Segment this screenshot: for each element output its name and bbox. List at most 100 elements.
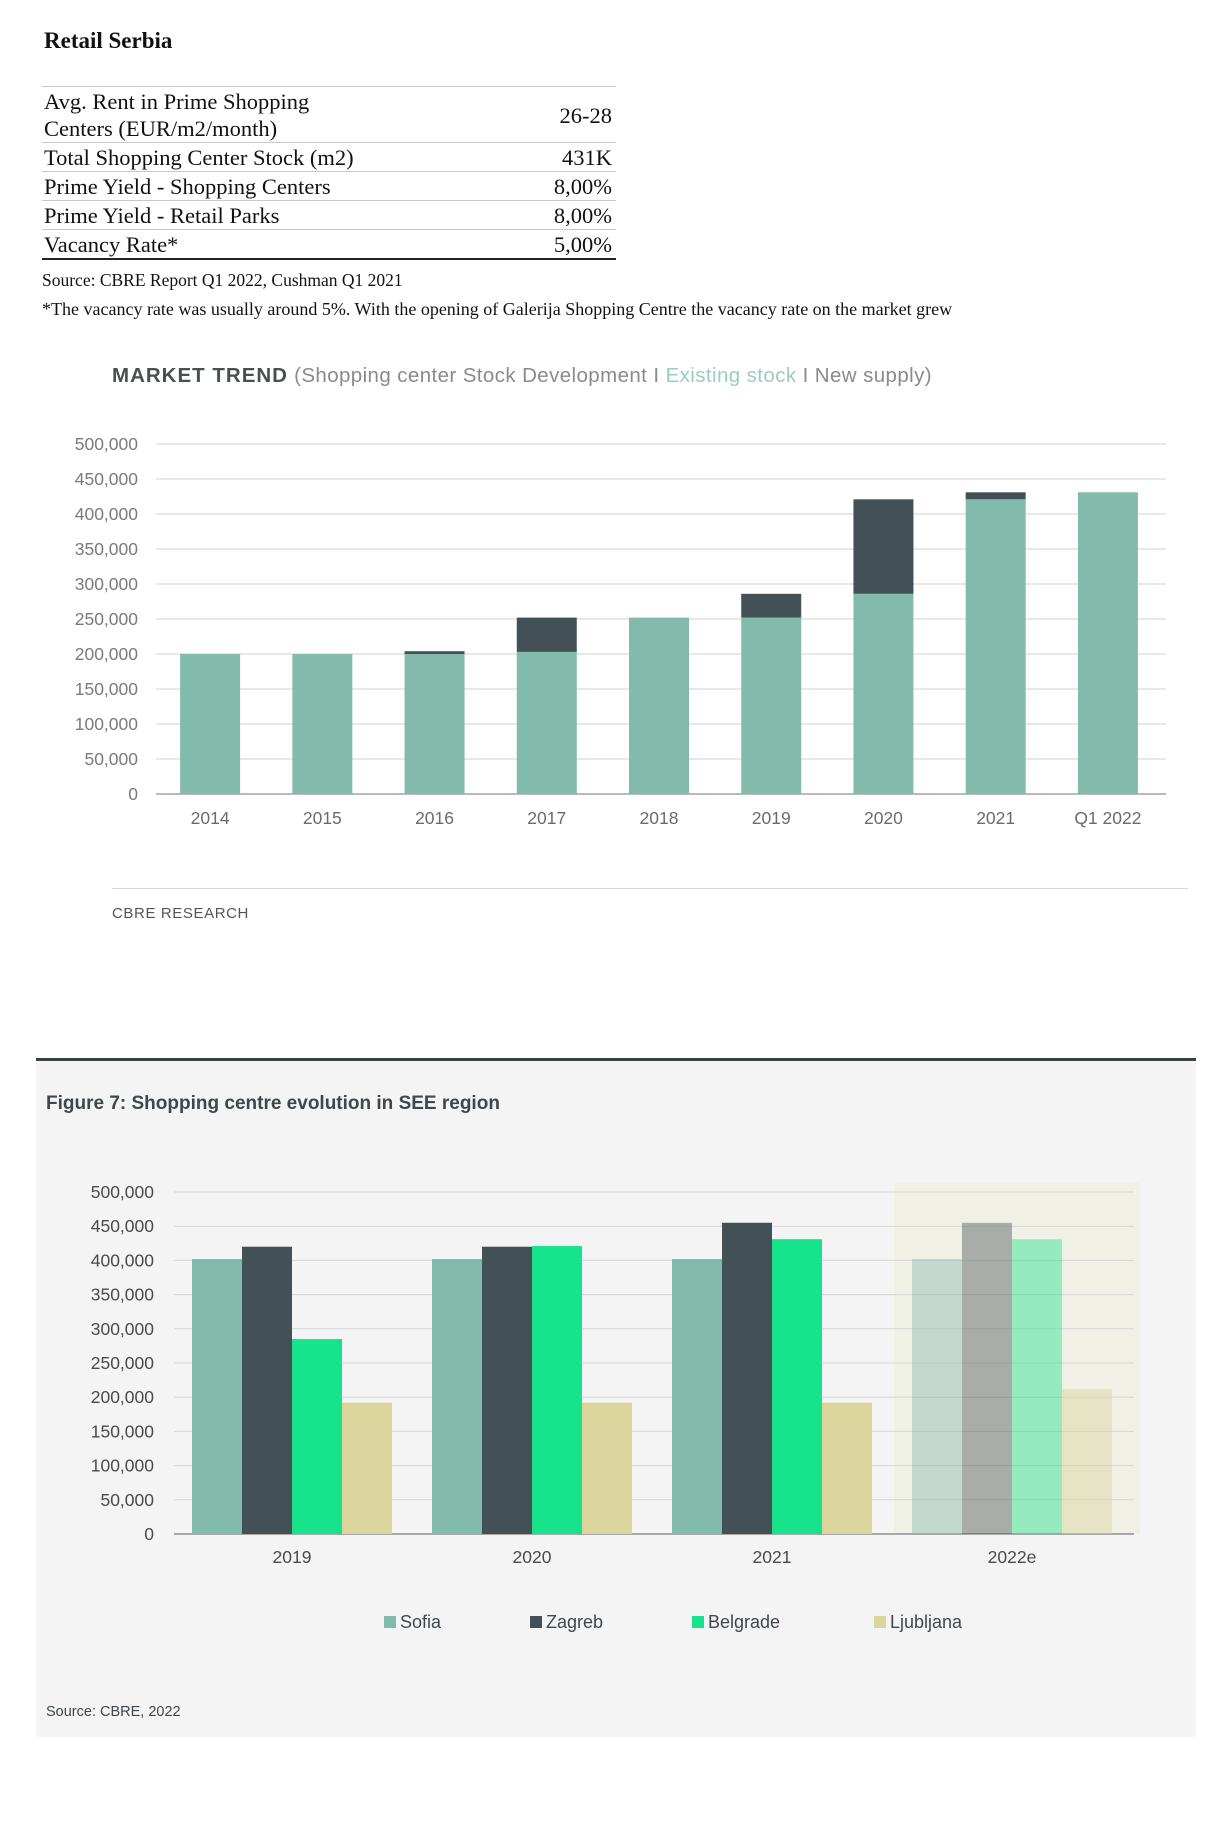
bar-new-supply xyxy=(404,651,465,654)
figure-title: Figure 7: Shopping centre evolution in S… xyxy=(46,1093,500,1114)
table-row: Prime Yield - Shopping Centers 8,00% xyxy=(42,171,616,201)
x-tick-label: 2016 xyxy=(415,808,454,828)
figure-source: Source: CBRE, 2022 xyxy=(46,1704,181,1720)
y-tick-label: 250,000 xyxy=(91,1353,155,1373)
bar-ljubljana xyxy=(342,1402,392,1534)
bar-existing-stock xyxy=(180,654,241,794)
chart-title: MARKET TREND (Shopping center Stock Deve… xyxy=(112,364,932,388)
bar-existing-stock xyxy=(516,651,577,794)
y-tick-label: 450,000 xyxy=(75,469,139,489)
legend-swatch xyxy=(692,1616,704,1628)
bar-new-supply xyxy=(516,617,577,652)
y-tick-label: 500,000 xyxy=(75,434,139,454)
y-tick-label: 400,000 xyxy=(91,1250,155,1270)
bar-zagreb xyxy=(722,1222,772,1534)
y-tick-label: 300,000 xyxy=(91,1319,155,1339)
bar-sofia xyxy=(672,1259,722,1534)
y-tick-label: 250,000 xyxy=(75,609,139,629)
legend-swatch xyxy=(384,1616,396,1628)
bar-existing-stock xyxy=(629,617,689,794)
metric-label: Total Shopping Center Stock (m2) xyxy=(42,142,500,172)
bar-existing-stock xyxy=(404,654,465,794)
x-tick-label: 2020 xyxy=(864,808,903,828)
legend-swatch xyxy=(874,1616,886,1628)
metric-label-line: Avg. Rent in Prime Shopping xyxy=(44,89,310,114)
chart-title-strong: MARKET TREND xyxy=(112,364,288,387)
x-tick-label: 2022e xyxy=(988,1547,1037,1567)
x-tick-label: 2021 xyxy=(976,808,1015,828)
legend-swatch xyxy=(530,1616,542,1628)
y-tick-label: 0 xyxy=(128,784,138,804)
metric-label-line: Centers (EUR/m2/month) xyxy=(44,116,278,141)
bar-existing-stock xyxy=(1077,492,1138,794)
y-tick-label: 350,000 xyxy=(91,1285,155,1305)
legend-label: Belgrade xyxy=(708,1612,780,1632)
metric-value: 431K xyxy=(500,142,616,172)
bar-ljubljana xyxy=(822,1402,872,1534)
y-tick-label: 350,000 xyxy=(75,539,139,559)
x-tick-label: 2019 xyxy=(273,1547,312,1567)
x-tick-label: 2020 xyxy=(513,1547,552,1567)
bar-belgrade xyxy=(292,1339,342,1534)
table-row: Avg. Rent in Prime Shopping Centers (EUR… xyxy=(42,86,616,143)
bar-sofia xyxy=(192,1259,242,1534)
y-tick-label: 0 xyxy=(144,1524,154,1544)
table-row: Prime Yield - Retail Parks 8,00% xyxy=(42,200,616,230)
bar-existing-stock xyxy=(741,617,802,794)
table-row: Total Shopping Center Stock (m2) 431K xyxy=(42,142,616,172)
metric-value: 26-28 xyxy=(500,86,616,143)
legend-label: Sofia xyxy=(400,1612,442,1632)
y-tick-label: 150,000 xyxy=(75,679,139,699)
bar-zagreb xyxy=(482,1246,532,1534)
legend-label: Zagreb xyxy=(546,1612,603,1632)
x-tick-label: 2018 xyxy=(640,808,679,828)
x-tick-label: 2019 xyxy=(752,808,791,828)
x-tick-label: Q1 2022 xyxy=(1074,808,1141,828)
stock-development-chart: 0 50,000 100,000 150,000 200,000 250,000 300,0… xyxy=(75,434,1166,828)
bar-zagreb xyxy=(242,1246,292,1534)
bar-existing-stock xyxy=(965,499,1026,794)
figure-7-panel: 0 50,000 100,000 150,000 200,000 250,000 300,0… xyxy=(36,1058,1196,1737)
metric-value: 5,00% xyxy=(500,229,616,260)
y-tick-label: 150,000 xyxy=(91,1421,155,1441)
y-tick-label: 100,000 xyxy=(75,714,139,734)
x-tick-label: 2017 xyxy=(527,808,566,828)
vacancy-footnote: *The vacancy rate was usually around 5%.… xyxy=(42,299,953,319)
bar-new-supply xyxy=(965,492,1026,500)
chart-credit: CBRE RESEARCH xyxy=(112,905,249,922)
metric-value: 8,00% xyxy=(500,171,616,201)
metric-label: Avg. Rent in Prime Shopping Centers (EUR… xyxy=(42,86,500,143)
legend-label: Ljubljana xyxy=(890,1612,963,1632)
metric-label: Prime Yield - Retail Parks xyxy=(42,200,500,230)
table-row: Vacancy Rate* 5,00% xyxy=(42,229,616,260)
section-title: Retail Serbia xyxy=(44,28,173,53)
y-tick-label: 100,000 xyxy=(91,1456,155,1476)
divider xyxy=(112,888,1188,889)
source-note: Source: CBRE Report Q1 2022, Cushman Q1 … xyxy=(42,270,403,290)
x-tick-label: 2014 xyxy=(191,808,230,828)
x-tick-label: 2015 xyxy=(303,808,342,828)
y-tick-label: 500,000 xyxy=(91,1182,155,1202)
metric-label: Vacancy Rate* xyxy=(42,229,500,260)
bar-new-supply xyxy=(741,593,802,618)
bar-ljubljana xyxy=(582,1402,632,1534)
x-tick-label: 2021 xyxy=(753,1547,792,1567)
y-tick-label: 50,000 xyxy=(100,1490,154,1510)
bar-sofia xyxy=(912,1259,962,1534)
see-region-chart: 0 50,000 100,000 150,000 200,000 250,000 300,0… xyxy=(91,1182,1140,1632)
metrics-table: Avg. Rent in Prime Shopping Centers (EUR… xyxy=(42,86,616,260)
bar-zagreb xyxy=(962,1222,1012,1534)
chart-title-part: (Shopping center Stock Development I xyxy=(288,364,666,387)
y-tick-label: 200,000 xyxy=(75,644,139,664)
bar-belgrade xyxy=(772,1239,822,1534)
y-tick-label: 50,000 xyxy=(84,749,138,769)
chart-title-part: I New supply) xyxy=(796,364,932,387)
bar-belgrade xyxy=(532,1246,582,1534)
y-tick-label: 400,000 xyxy=(75,504,139,524)
metric-label: Prime Yield - Shopping Centers xyxy=(42,171,500,201)
y-tick-label: 300,000 xyxy=(75,574,139,594)
bar-existing-stock xyxy=(292,654,353,794)
y-tick-label: 450,000 xyxy=(91,1216,155,1236)
bar-belgrade xyxy=(1012,1239,1062,1534)
forecast-background xyxy=(894,1183,1140,1534)
